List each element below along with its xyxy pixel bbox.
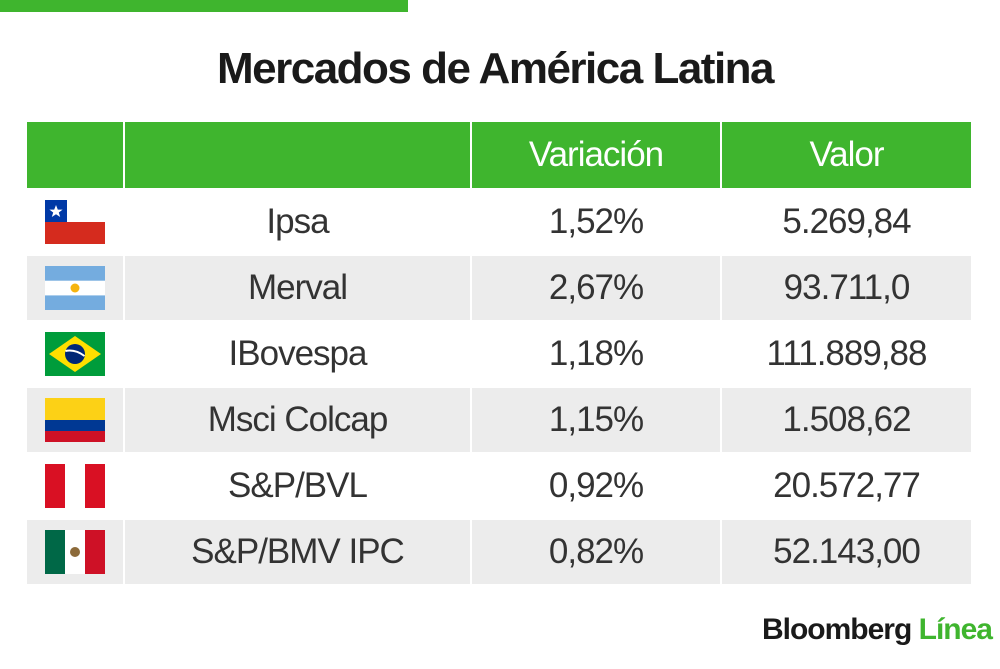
top-bar <box>0 0 408 12</box>
index-name: Merval <box>125 256 470 320</box>
variation: 1,18% <box>472 322 720 386</box>
flag-mexico <box>45 530 105 574</box>
logo: Bloomberg Línea <box>761 613 993 647</box>
header-cell <box>27 122 123 188</box>
flag-cell <box>27 256 123 320</box>
index-name: IBovespa <box>125 322 470 386</box>
logo-suffix: Línea <box>918 613 993 646</box>
logo-brand: Bloomberg <box>761 613 912 646</box>
markets-table: Variación Valor Ipsa 1,52% 5.269,84 Merv… <box>27 122 971 584</box>
flag-cell <box>27 520 123 584</box>
variation: 2,67% <box>472 256 720 320</box>
index-name: Msci Colcap <box>125 388 470 452</box>
flag-cell <box>27 190 123 254</box>
value: 5.269,84 <box>722 190 971 254</box>
value: 52.143,00 <box>722 520 971 584</box>
flag-brazil <box>45 332 105 376</box>
header-cell: Variación <box>472 122 720 188</box>
title: Mercados de América Latina <box>216 44 775 93</box>
variation: 0,92% <box>472 454 720 518</box>
header-cell <box>125 122 470 188</box>
variation: 1,15% <box>472 388 720 452</box>
index-name: S&P/BVL <box>125 454 470 518</box>
flag-cell <box>27 322 123 386</box>
value: 1.508,62 <box>722 388 971 452</box>
index-name: S&P/BMV IPC <box>125 520 470 584</box>
index-name: Ipsa <box>125 190 470 254</box>
header-cell: Valor <box>722 122 971 188</box>
flag-cell <box>27 454 123 518</box>
flag-cell <box>27 388 123 452</box>
flag-argentina <box>45 266 105 310</box>
variation: 1,52% <box>472 190 720 254</box>
flag-colombia <box>45 398 105 442</box>
flag-chile <box>45 200 105 244</box>
flag-peru <box>45 464 105 508</box>
variation: 0,82% <box>472 520 720 584</box>
value: 93.711,0 <box>722 256 971 320</box>
value: 111.889,88 <box>722 322 971 386</box>
value: 20.572,77 <box>722 454 971 518</box>
